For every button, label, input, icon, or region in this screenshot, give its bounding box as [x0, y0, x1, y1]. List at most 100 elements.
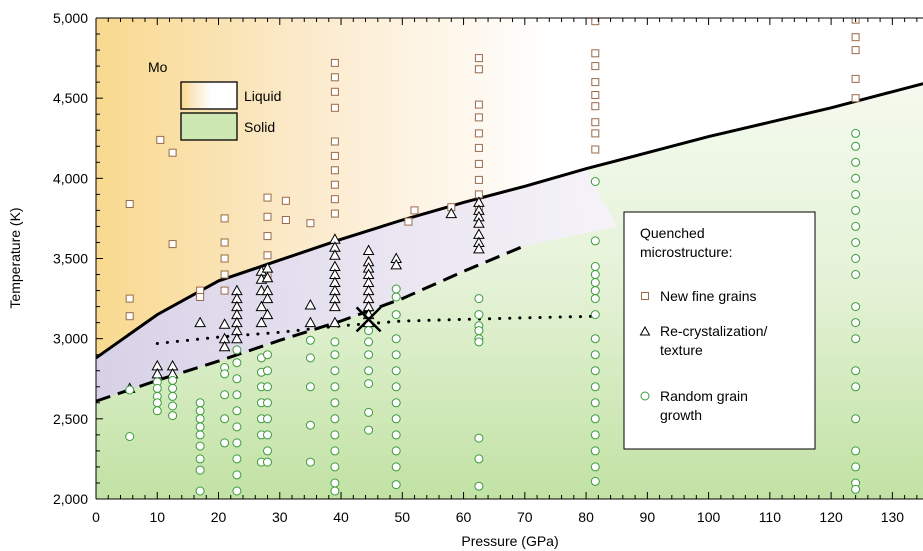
x-tick-label: 40 [333, 509, 349, 525]
y-tick-label: 3,500 [53, 251, 88, 267]
circle-point [195, 414, 205, 424]
square-point [474, 129, 483, 138]
legend-swatch-solid [180, 112, 238, 141]
marker-legend: Quenched microstructure: New fine grains… [623, 211, 816, 450]
square-point [474, 113, 483, 122]
circle-point [152, 383, 162, 393]
x-axis-ticks: 0 10 20 30 40 50 60 70 80 90 100 110 120 130 [92, 18, 918, 525]
legend-label-new-fine-grains: New fine grains [660, 288, 757, 304]
circle-point [851, 128, 861, 138]
y-tick-label: 4,000 [53, 170, 88, 186]
circle-point [590, 462, 600, 472]
y-tick-label: 4,500 [53, 90, 88, 106]
circle-point [391, 480, 401, 490]
circle-point [851, 462, 861, 472]
circle-point [168, 411, 178, 421]
circle-point [474, 294, 484, 304]
square-point [330, 137, 339, 146]
circle-point [391, 334, 401, 344]
circle-point [232, 422, 242, 432]
circle-point [474, 337, 484, 347]
x-tick-label: 20 [211, 509, 227, 525]
circle-point [263, 430, 272, 440]
circle-point [232, 406, 242, 416]
square-point [474, 175, 483, 184]
triangle-point [329, 300, 341, 312]
circle-point [851, 141, 861, 151]
circle-point [474, 310, 484, 320]
square-point [404, 217, 413, 226]
circle-point [305, 457, 315, 467]
circle-point [195, 406, 205, 416]
triangle-point [231, 332, 243, 344]
circle-point [195, 465, 205, 475]
circle-point [330, 414, 340, 424]
triangle-point [329, 316, 341, 328]
square-point [263, 232, 272, 241]
circle-point [263, 382, 272, 392]
circle-point [364, 407, 374, 417]
triangle-point [304, 316, 317, 328]
circle-point [851, 446, 861, 456]
circle-point [474, 454, 484, 464]
circle-point [590, 310, 600, 320]
square-point [306, 219, 315, 228]
cross-marker [355, 306, 382, 333]
marker-legend-title-line-2: microstructure: [640, 244, 733, 260]
circle-point [168, 391, 178, 401]
triangle-point [445, 207, 458, 219]
x-tick-label: 130 [881, 509, 905, 525]
triangle-marker-icon [639, 325, 651, 336]
circle-point [590, 236, 600, 246]
circle-point [590, 294, 600, 304]
square-point [263, 193, 272, 202]
square-point [851, 46, 860, 55]
x-tick-label: 90 [640, 509, 656, 525]
circle-point [330, 446, 340, 456]
y-tick-label: 2,500 [53, 411, 88, 427]
circle-point [263, 414, 272, 424]
circle-point [125, 432, 135, 441]
circle-point [391, 430, 401, 440]
legend-label-random-grain-line-2: growth [660, 407, 702, 423]
circle-point [391, 366, 401, 376]
circle-point [590, 262, 600, 271]
circle-point [305, 353, 315, 363]
circle-point [330, 382, 340, 392]
circle-point [195, 486, 205, 496]
square-point [591, 102, 600, 111]
x-tick-label: 0 [92, 509, 100, 525]
circle-point [195, 422, 205, 432]
circle-point [590, 366, 600, 376]
square-point [330, 180, 339, 189]
circle-point [168, 401, 178, 411]
square-point [125, 312, 134, 321]
circle-point [391, 292, 401, 302]
x-tick-label: 80 [578, 509, 594, 525]
y-axis-label: Temperature (K) [7, 207, 23, 308]
legend-label-liquid: Liquid [244, 88, 281, 104]
circle-point [391, 310, 401, 320]
circle-point [305, 382, 315, 392]
circle-point [305, 420, 315, 430]
circle-point [851, 157, 861, 167]
circle-point [590, 350, 600, 360]
square-point [263, 251, 272, 260]
circle-point [364, 366, 374, 376]
circle-point [590, 446, 600, 456]
circle-point [851, 366, 861, 376]
circle-point [232, 470, 242, 480]
triangle-point [362, 244, 375, 255]
square-point [220, 214, 229, 223]
square-point [281, 216, 290, 224]
square-point [220, 238, 229, 247]
circle-point [474, 326, 484, 336]
liquid-region [96, 18, 923, 358]
x-tick-label: 110 [759, 509, 782, 525]
cross-stroke-2 [355, 306, 382, 333]
circle-point [851, 334, 861, 344]
circle-point [851, 254, 861, 263]
square-point [591, 49, 600, 58]
legend-label-recrystalization-line-2: texture [660, 342, 703, 358]
x-axis-label: Pressure (GPa) [461, 533, 558, 549]
